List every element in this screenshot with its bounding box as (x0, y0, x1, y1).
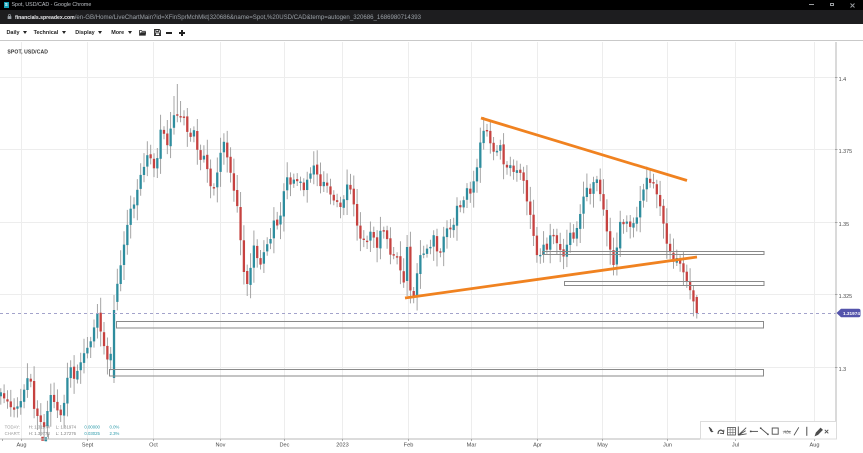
svg-text:Apr: Apr (533, 443, 542, 449)
svg-text:0.03025: 0.03025 (84, 431, 100, 436)
svg-text:0.00000: 0.00000 (84, 425, 100, 430)
svg-text:L: 1.27276: L: 1.27276 (56, 431, 77, 436)
svg-text:2.3%: 2.3% (110, 431, 120, 436)
svg-text:L: 1.31974: L: 1.31974 (56, 425, 77, 430)
svg-text:Sept: Sept (82, 443, 94, 449)
svg-text:SPOT, USD/CAD: SPOT, USD/CAD (7, 50, 48, 56)
svg-text:1.31974: 1.31974 (843, 311, 860, 316)
svg-text:CHART:: CHART: (5, 431, 20, 436)
svg-text:Aug: Aug (810, 443, 820, 449)
svg-text:1.3: 1.3 (839, 367, 847, 373)
svg-text:Feb: Feb (404, 443, 414, 449)
svg-text:2023: 2023 (336, 443, 348, 449)
svg-text:TODAY:: TODAY: (5, 425, 20, 430)
svg-text:Jul: Jul (732, 443, 739, 449)
svg-text:1.375: 1.375 (839, 149, 853, 155)
svg-text:Jun: Jun (663, 443, 672, 449)
svg-text:Nov: Nov (216, 443, 226, 449)
svg-text:1.325: 1.325 (839, 294, 853, 300)
svg-text:1.4: 1.4 (839, 77, 847, 83)
svg-text:Aug: Aug (17, 443, 27, 449)
svg-text:H: 1.39778: H: 1.39778 (29, 431, 51, 436)
svg-text:1.35: 1.35 (839, 222, 850, 228)
svg-text:Oct: Oct (149, 443, 158, 449)
svg-text:Dec: Dec (280, 443, 290, 449)
svg-text:May: May (597, 443, 608, 449)
svg-text:Abc: Abc (782, 429, 792, 434)
svg-text:H: 1.31974: H: 1.31974 (29, 425, 51, 430)
svg-text:0.0%: 0.0% (110, 425, 120, 430)
svg-text:Mar: Mar (467, 443, 477, 449)
